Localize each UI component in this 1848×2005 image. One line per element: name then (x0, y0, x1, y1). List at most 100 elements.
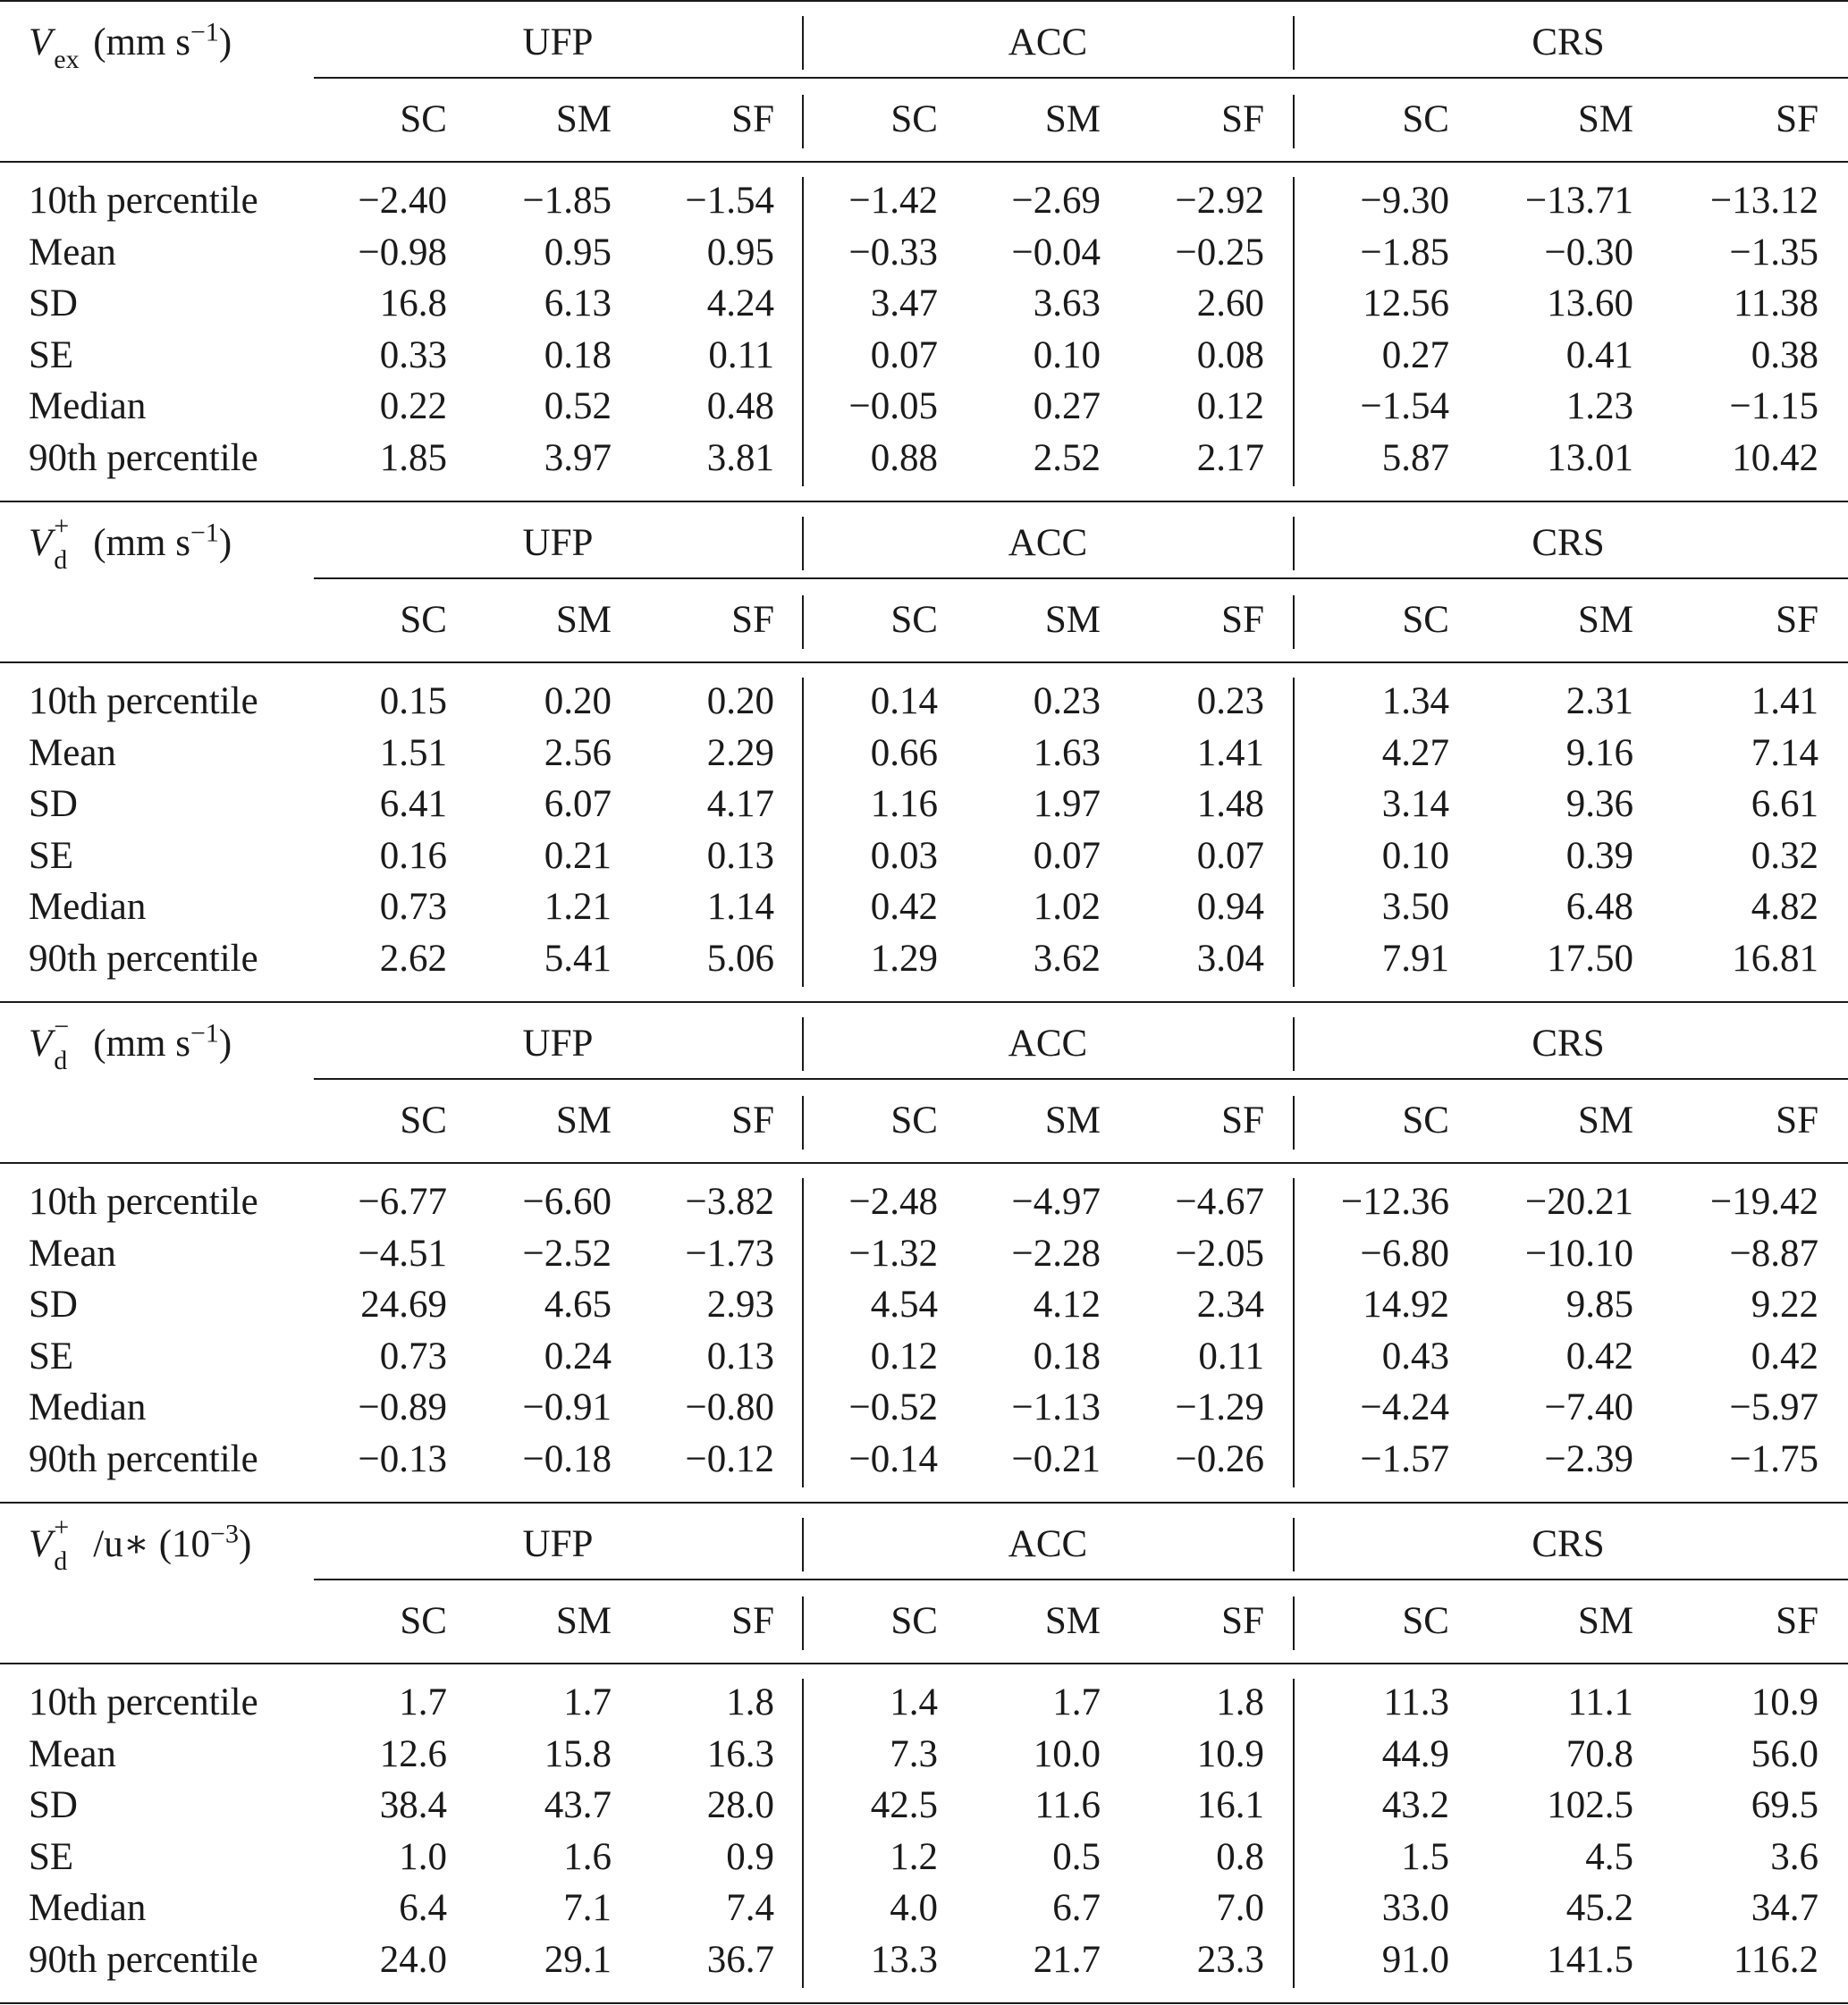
table-cell: −0.12 (685, 1437, 774, 1480)
table-cell: 0.07 (1196, 834, 1264, 877)
table-cell: 1.63 (1033, 731, 1101, 774)
title-symbol: V (29, 21, 53, 63)
table-cell: 1.8 (726, 1681, 774, 1723)
title-units-close: ) (218, 21, 232, 63)
table-cell: 141.5 (1547, 1938, 1633, 1981)
table-cell: 1.5 (1401, 1835, 1449, 1878)
table-cell: 0.22 (379, 385, 447, 427)
table-cell: −2.40 (358, 180, 447, 222)
table-cell: −2.52 (522, 1232, 612, 1275)
subgroup-header-sm: SM (555, 599, 612, 641)
table-cell: 0.42 (1751, 1335, 1818, 1377)
table-cell: 0.8 (1216, 1835, 1264, 1878)
table-cell: 1.0 (399, 1835, 447, 1878)
table-cell: 3.14 (1381, 783, 1449, 825)
table-cell: 33.0 (1381, 1887, 1449, 1929)
table-cell: 1.8 (1216, 1681, 1264, 1723)
table-cell: −0.05 (848, 385, 938, 427)
table-cell: −2.05 (1175, 1232, 1264, 1275)
table-cell: −13.12 (1709, 180, 1818, 222)
subgroup-header-sf: SF (1221, 98, 1264, 140)
group-separator (802, 1017, 804, 1071)
row-label: Median (29, 1386, 147, 1428)
table-cell: 7.3 (890, 1732, 938, 1775)
table-cell: 23.3 (1196, 1938, 1264, 1981)
row-label: Mean (29, 1732, 116, 1775)
row-label: 90th percentile (29, 1437, 258, 1480)
table-cell: 9.85 (1565, 1284, 1633, 1326)
group-underline (314, 77, 1848, 79)
table-cell: 0.32 (1751, 834, 1818, 877)
table-cell: 0.23 (1033, 680, 1101, 722)
table-cell: −3.82 (685, 1181, 774, 1223)
panel-top-rule (0, 1502, 1848, 1504)
header-bottom-rule (0, 1162, 1848, 1164)
table-cell: −1.73 (685, 1232, 774, 1275)
title-units-exponent: −1 (190, 1018, 219, 1049)
table-cell: 0.12 (1196, 385, 1264, 427)
table-cell: 13.01 (1547, 436, 1633, 479)
row-label: Median (29, 886, 147, 928)
group-separator (802, 95, 804, 148)
row-label: 10th percentile (29, 680, 258, 722)
table-cell: 4.65 (544, 1284, 612, 1326)
group-header-ufp: UFP (522, 522, 594, 564)
title-units-exponent: −1 (190, 518, 219, 548)
table-cell: 5.06 (706, 937, 774, 980)
row-label: 10th percentile (29, 1681, 258, 1723)
header-bottom-rule (0, 661, 1848, 663)
subgroup-header-sc: SC (1402, 1099, 1449, 1142)
group-separator (1293, 1596, 1295, 1650)
group-header-ufp: UFP (522, 21, 594, 63)
table-cell: 16.8 (379, 282, 447, 324)
table-cell: 0.5 (1052, 1835, 1101, 1878)
table-cell: 0.41 (1565, 333, 1633, 376)
header-bottom-rule (0, 161, 1848, 163)
row-label: SD (29, 282, 78, 324)
table-cell: 7.1 (563, 1887, 612, 1929)
table-cell: 0.07 (1033, 834, 1101, 877)
table-cell: 1.21 (544, 886, 612, 928)
table-cell: 0.11 (1198, 1335, 1264, 1377)
table-cell: −1.35 (1729, 231, 1818, 274)
subgroup-header-sf: SF (1221, 1600, 1264, 1642)
table-cell: −0.04 (1011, 231, 1101, 274)
group-header-crs: CRS (1532, 522, 1605, 564)
table-cell: −1.54 (1360, 385, 1449, 427)
subgroup-header-sm: SM (1044, 98, 1101, 140)
table-cell: 3.47 (870, 282, 938, 324)
title-symbol: V (29, 1023, 53, 1065)
subgroup-header-sc: SC (400, 1099, 447, 1142)
table-cell: 2.52 (1033, 436, 1101, 479)
table-cell: 0.52 (544, 385, 612, 427)
table-cell: 9.22 (1751, 1284, 1818, 1326)
group-separator (1293, 1096, 1295, 1150)
table-cell: 7.14 (1751, 731, 1818, 774)
table-cell: −4.67 (1175, 1181, 1264, 1223)
table-cell: 0.13 (706, 1335, 774, 1377)
table-cell: 44.9 (1381, 1732, 1449, 1775)
table-cell: −0.91 (522, 1386, 612, 1428)
table-cell: 0.27 (1033, 385, 1101, 427)
subgroup-header-sf: SF (1776, 599, 1818, 641)
table-cell: 1.7 (399, 1681, 447, 1723)
table-cell: 0.9 (726, 1835, 774, 1878)
panel-title: V − d (mm s−1) (29, 1014, 232, 1074)
table-cell: 4.0 (890, 1887, 938, 1929)
table-cell: 9.16 (1565, 731, 1633, 774)
table-cell: 1.16 (870, 783, 938, 825)
subgroup-header-sm: SM (1044, 1099, 1101, 1142)
group-separator (1293, 517, 1295, 570)
subgroup-header-sc: SC (1402, 1600, 1449, 1642)
table-cell: 10.42 (1732, 436, 1818, 479)
subgroup-header-sc: SC (890, 98, 938, 140)
row-label: Median (29, 385, 147, 427)
table-cell: 2.56 (544, 731, 612, 774)
table-cell: 1.41 (1751, 680, 1818, 722)
table-cell: 0.38 (1751, 333, 1818, 376)
table-cell: 34.7 (1751, 1887, 1818, 1929)
table-cell: 1.34 (1381, 680, 1449, 722)
table-cell: 1.41 (1196, 731, 1264, 774)
table-cell: 15.8 (544, 1732, 612, 1775)
